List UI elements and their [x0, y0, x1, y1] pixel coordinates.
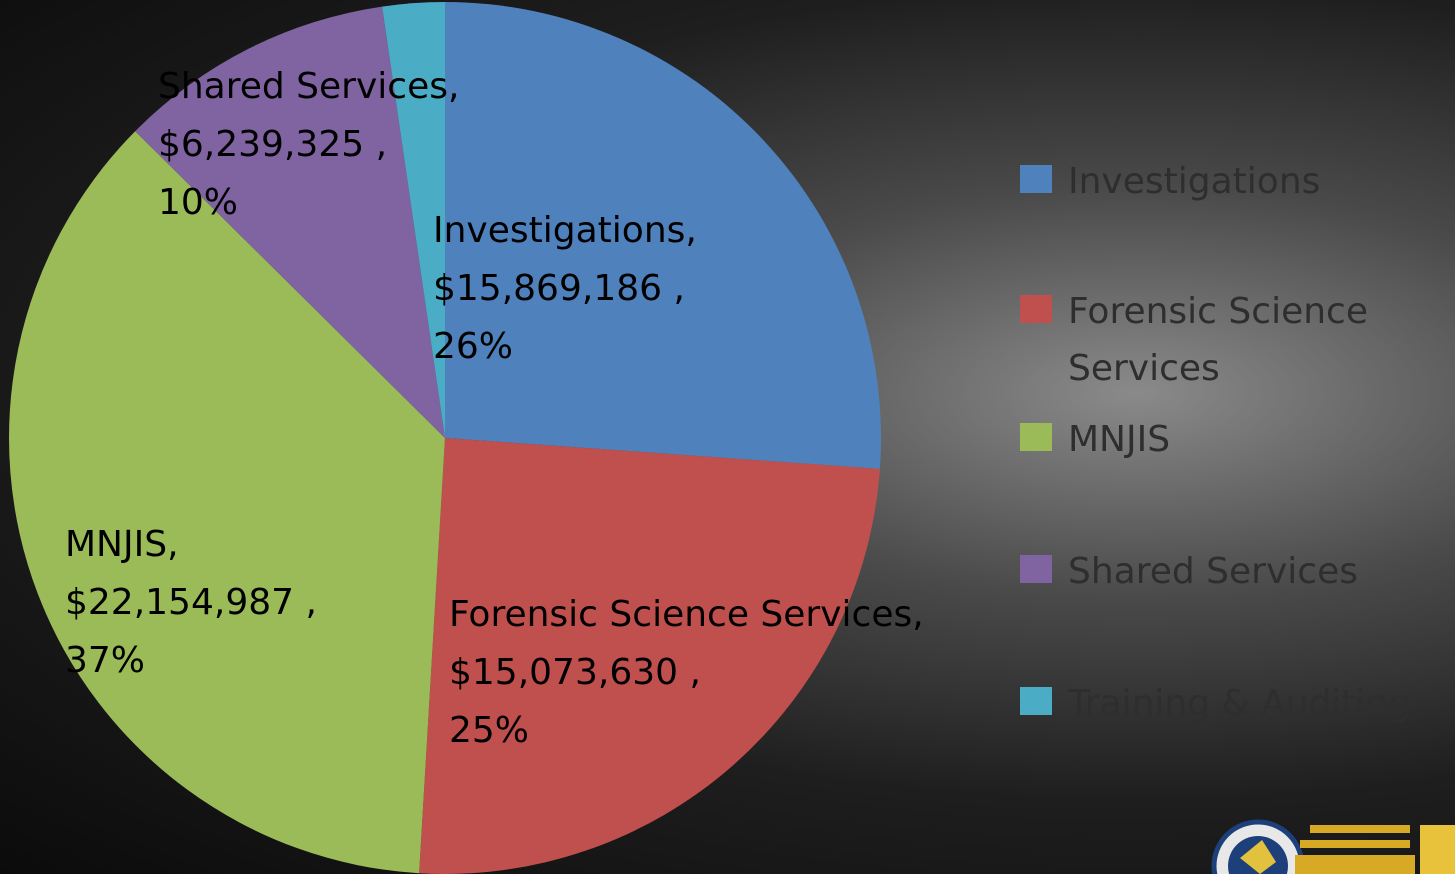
legend-label: Forensic Science Services — [1068, 291, 1368, 389]
pie-slice — [445, 2, 881, 469]
pie-slice — [135, 6, 446, 439]
data-label: 26% — [433, 326, 513, 367]
data-label: MNJIS, — [65, 524, 179, 565]
legend-swatch — [1020, 165, 1052, 193]
data-label: Investigations, — [433, 210, 697, 251]
legend-swatch — [1020, 423, 1052, 451]
legend-item: Training & Auditing — [1020, 675, 1428, 732]
data-label: $15,869,186 , — [433, 268, 685, 309]
data-label: Forensic Science Services, — [449, 594, 924, 635]
data-label: 25% — [449, 710, 529, 751]
pie — [8, 2, 881, 874]
legend-label: Training & Auditing — [1068, 683, 1412, 724]
legend-label: MNJIS — [1068, 419, 1171, 460]
data-label: Shared Services, — [158, 66, 459, 107]
legend-label: Investigations — [1068, 161, 1321, 202]
data-label: $6,239,325 , — [158, 124, 387, 165]
data-label: $15,073,630 , — [449, 652, 701, 693]
pie-slice — [419, 438, 880, 874]
pie-slice — [8, 131, 445, 874]
legend-item: Forensic Science Services — [1020, 283, 1428, 397]
legend-swatch — [1020, 555, 1052, 583]
legend-item: MNJIS — [1020, 411, 1428, 468]
legend-item: Investigations — [1020, 153, 1428, 210]
legend-label: Shared Services — [1068, 551, 1358, 592]
legend-swatch — [1020, 687, 1052, 715]
logo — [1211, 819, 1455, 874]
legend-swatch — [1020, 295, 1052, 323]
data-label: $22,154,987 , — [65, 582, 317, 623]
pie-slice — [382, 2, 445, 438]
data-label: 37% — [65, 640, 145, 681]
legend-item: Shared Services — [1020, 543, 1428, 600]
data-label: 10% — [158, 182, 238, 223]
